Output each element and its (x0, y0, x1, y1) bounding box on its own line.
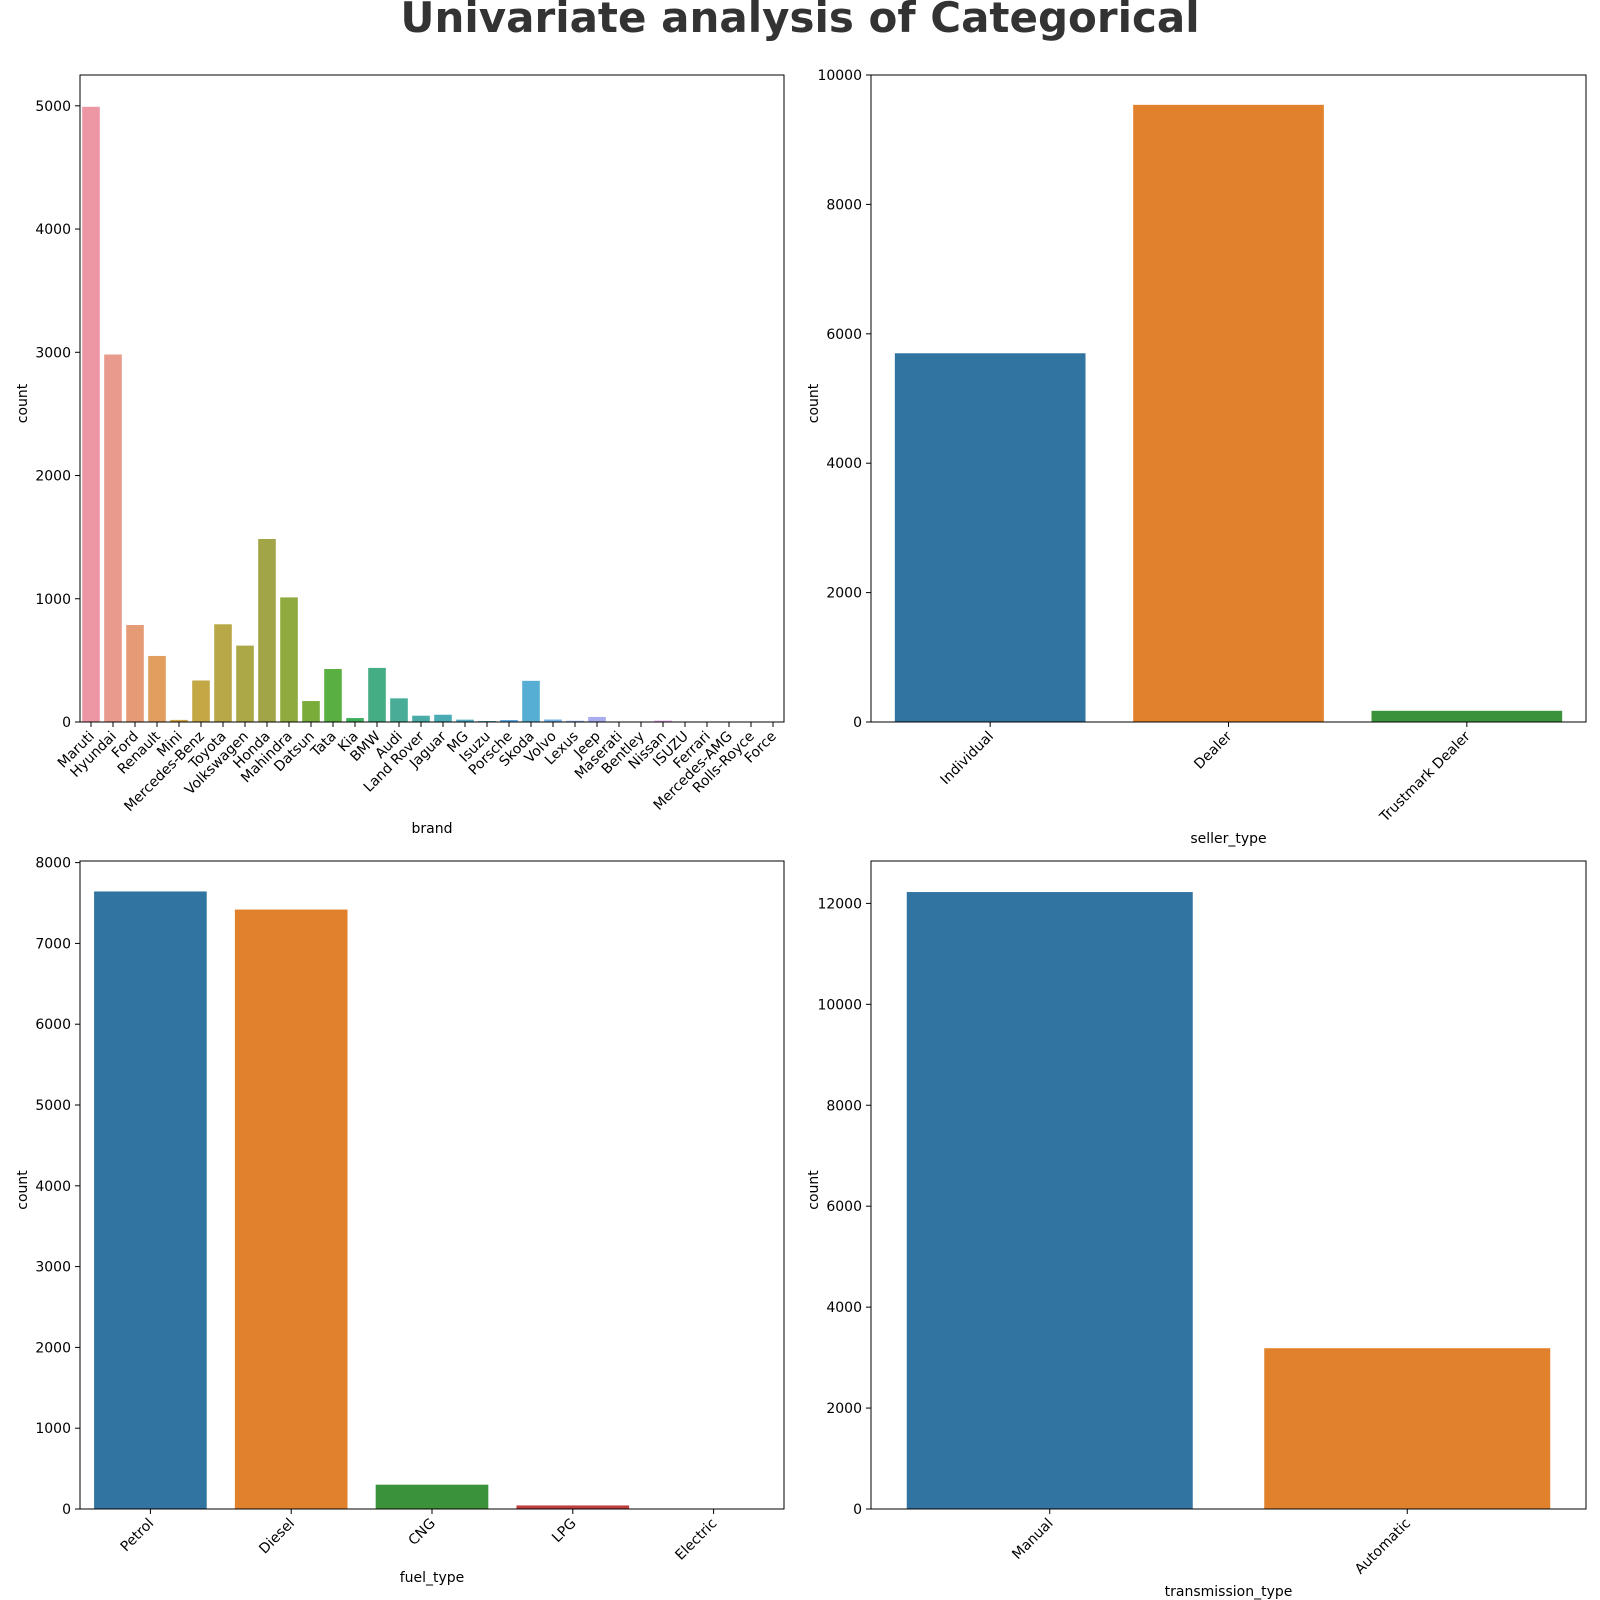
bar-cng (375, 1484, 489, 1509)
bar-automatic (1264, 1348, 1551, 1509)
bar-mini (170, 719, 188, 722)
y-tick-label: 10000 (817, 68, 862, 84)
bar-diesel (234, 909, 348, 1509)
bar-ford (126, 625, 144, 722)
bar-mg (456, 719, 474, 722)
y-tick-label: 2000 (826, 586, 862, 602)
bar-individual (894, 353, 1086, 722)
bar-manual (906, 892, 1193, 1509)
y-tick-label: 5000 (35, 1098, 71, 1114)
y-tick-label: 5000 (35, 99, 71, 115)
x-axis-label: transmission_type (1165, 1584, 1293, 1600)
bar-land-rover (412, 715, 430, 722)
bar-jeep (588, 716, 606, 722)
y-tick-label: 12000 (817, 896, 862, 912)
bar-toyota (214, 624, 232, 722)
y-tick-label: 7000 (35, 936, 71, 952)
y-tick-label: 0 (853, 715, 862, 731)
y-tick-label: 4000 (826, 1300, 862, 1316)
y-tick-label: 10000 (817, 997, 862, 1013)
bar-trustmark-dealer (1371, 710, 1563, 722)
bar-lexus (566, 720, 584, 722)
bar-nissan (654, 720, 672, 722)
y-tick-label: 2000 (35, 469, 71, 485)
bar-dealer (1133, 104, 1324, 722)
y-tick-label: 0 (62, 715, 71, 731)
y-axis-label: count (15, 383, 31, 423)
x-axis-label: seller_type (1190, 831, 1266, 847)
bar-jaguar (434, 714, 452, 722)
y-tick-label: 0 (62, 1502, 71, 1518)
bar-kia (346, 718, 364, 722)
y-tick-label: 4000 (35, 1179, 71, 1195)
y-tick-label: 1000 (35, 1421, 71, 1437)
bar-volvo (544, 719, 562, 722)
bar-hyundai (104, 354, 122, 722)
bar-maruti (82, 106, 100, 723)
x-axis-label: brand (412, 821, 453, 837)
plot-frame (79, 74, 785, 723)
bar-volkswagen (236, 645, 254, 722)
y-tick-label: 3000 (35, 1260, 71, 1276)
plot-frame (79, 860, 785, 1510)
y-tick-label: 8000 (35, 856, 71, 872)
y-axis-label: count (806, 383, 822, 423)
bar-honda (258, 538, 276, 722)
bar-tata (324, 669, 342, 722)
figure-title: Univariate analysis of Categorical (400, 0, 1199, 42)
y-tick-label: 6000 (35, 1017, 71, 1033)
y-axis-label: count (15, 1170, 31, 1210)
y-tick-label: 6000 (826, 1199, 862, 1215)
plot-frame (870, 74, 1587, 723)
bar-skoda (522, 680, 540, 722)
bar-audi (390, 698, 408, 722)
bar-porsche (500, 720, 518, 722)
y-tick-label: 2000 (35, 1340, 71, 1356)
y-tick-label: 3000 (35, 345, 71, 361)
y-tick-label: 8000 (826, 1098, 862, 1114)
y-tick-label: 4000 (35, 222, 71, 238)
y-tick-label: 0 (853, 1502, 862, 1518)
bar-bmw (368, 667, 386, 722)
bar-petrol (94, 891, 207, 1509)
y-tick-label: 1000 (35, 592, 71, 608)
y-tick-label: 6000 (826, 327, 862, 343)
y-tick-label: 4000 (826, 456, 862, 472)
bar-mahindra (280, 597, 298, 722)
y-tick-label: 2000 (826, 1401, 862, 1417)
bar-datsun (302, 701, 320, 722)
bar-lpg (516, 1505, 630, 1509)
y-tick-label: 8000 (826, 197, 862, 213)
bar-mercedes-benz (192, 680, 210, 722)
y-axis-label: count (806, 1170, 822, 1210)
bar-renault (148, 655, 166, 722)
plot-frame (870, 860, 1587, 1510)
x-axis-label: fuel_type (400, 1570, 465, 1586)
